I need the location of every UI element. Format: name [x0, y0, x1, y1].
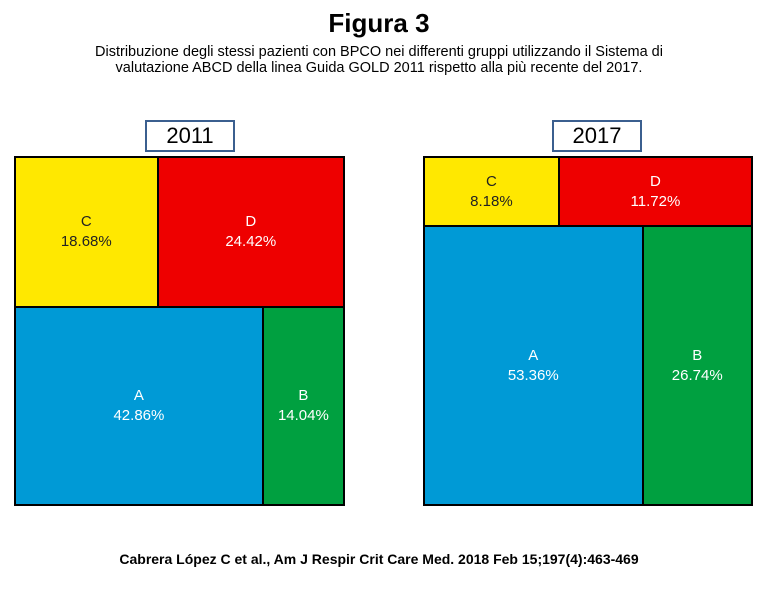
cell-value-label: 14.04%: [277, 406, 329, 424]
cell-value-label: 26.74%: [671, 366, 723, 384]
cell-value-label: 42.86%: [113, 406, 165, 424]
cell-value-label: 53.36%: [507, 366, 559, 384]
figure-title: Figura 3: [328, 8, 430, 38]
cell-group-label: C: [485, 172, 497, 190]
cell-group-label: A: [133, 386, 144, 404]
cell-value-label: 11.72%: [630, 192, 681, 210]
cell-a: A 53.36%: [424, 226, 643, 505]
cell-group-label: D: [649, 172, 661, 190]
treemap-2017: C 8.18% D 11.72% A 53.36% B 26.74%: [423, 156, 753, 506]
cell-value-label: 24.42%: [225, 232, 277, 250]
subtitle-line-2: valutazione ABCD della linea Guida GOLD …: [115, 60, 643, 76]
cell-group-label: D: [245, 212, 257, 230]
cell-group-label: A: [528, 346, 539, 364]
year-label-2017: 2017: [552, 120, 642, 152]
cell-d: D 24.42%: [157, 157, 344, 307]
cell-group-label: C: [80, 212, 92, 230]
cell-b: B 14.04%: [262, 306, 344, 505]
year-label-2011: 2011: [145, 120, 235, 152]
cell-a: A 42.86%: [15, 306, 263, 505]
cell-value-label: 18.68%: [60, 232, 112, 250]
cell-c: C 8.18%: [424, 157, 559, 227]
cell-c: C 18.68%: [15, 157, 158, 307]
treemap-2011: C 18.68% D 24.42% A 42.86% B 14.04%: [14, 156, 345, 506]
cell-d: D 11.72%: [558, 157, 752, 227]
subtitle-line-1: Distribuzione degli stessi pazienti con …: [95, 44, 663, 60]
cell-group-label: B: [692, 346, 703, 364]
citation: Cabrera López C et al., Am J Respir Crit…: [119, 551, 639, 567]
cell-b: B 26.74%: [642, 226, 752, 505]
cell-value-label: 8.18%: [470, 192, 513, 210]
cell-group-label: B: [298, 386, 309, 404]
figure-subtitle: Distribuzione degli stessi pazienti con …: [40, 44, 718, 76]
